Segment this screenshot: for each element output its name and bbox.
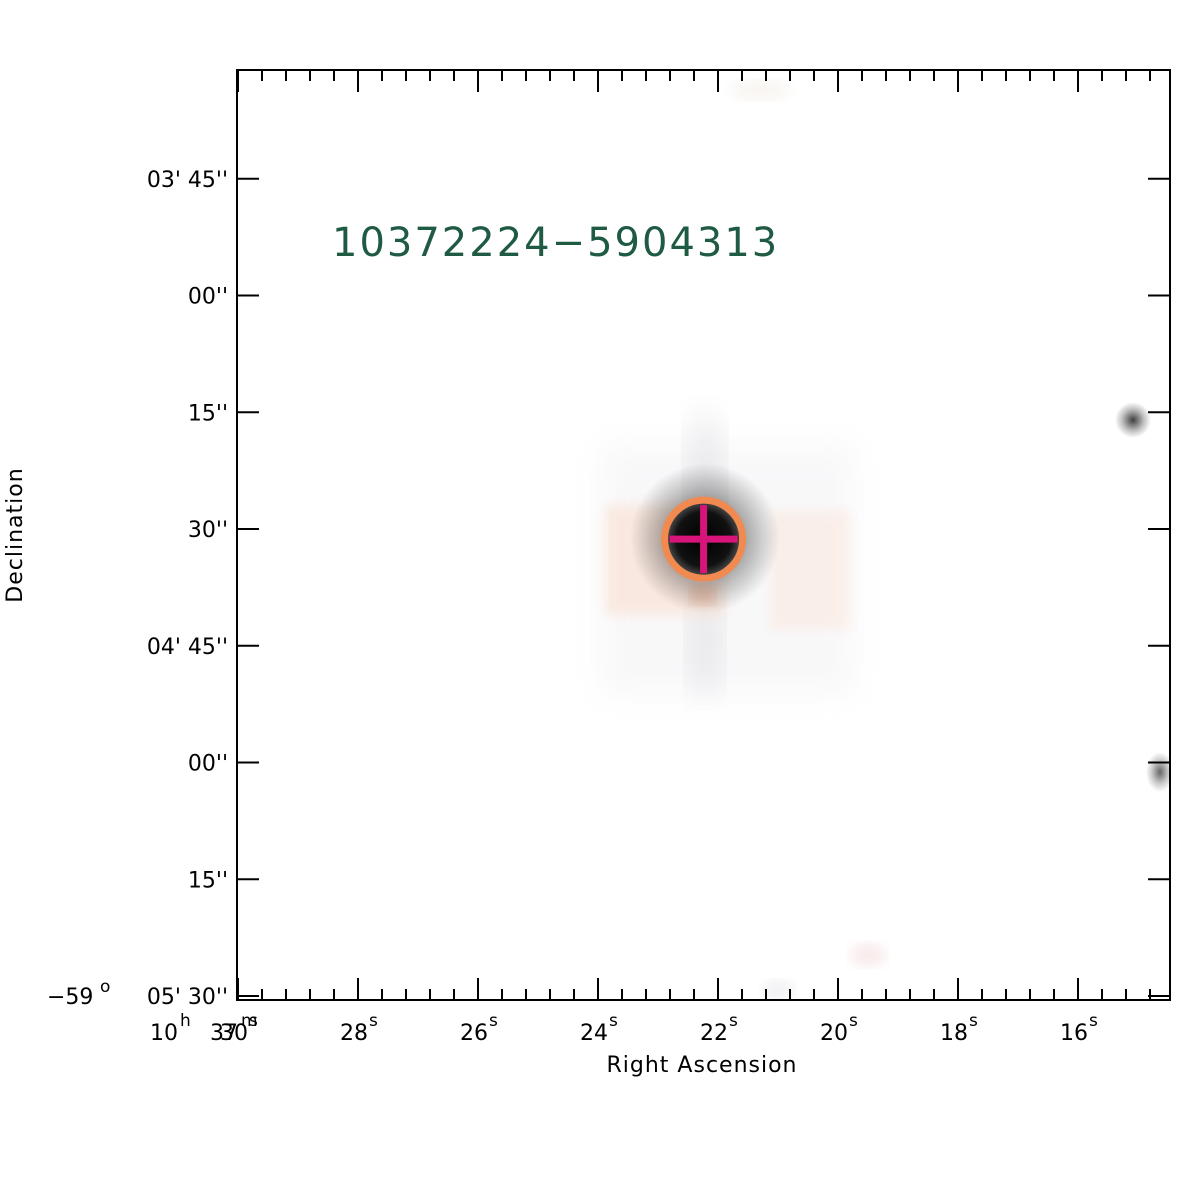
x-tick-unit: s	[489, 1011, 498, 1031]
y-tick-label: 04' 45''	[147, 635, 228, 660]
x-tick-label: 28	[340, 1021, 368, 1046]
y-tick-label: 03' 45''	[147, 168, 228, 193]
x-tick-label-hours: 10	[150, 1021, 178, 1046]
faint-source	[850, 943, 886, 967]
x-tick-unit: s	[609, 1011, 618, 1031]
x-tick-label: 20	[820, 1021, 848, 1046]
faint-source	[1115, 402, 1151, 438]
axes: 10 h 37 m30 s 28 s 26 s 24 s 22 s 20 s 18 s 16 s05' 30''−5…	[47, 70, 1170, 1046]
x-axis-title: Right Ascension	[607, 1053, 798, 1078]
y-axis-title: Declination	[3, 467, 28, 602]
y-tick-unit-degrees: o	[100, 977, 110, 997]
plot-frame	[236, 69, 1171, 1001]
x-tick-label: 22	[700, 1021, 728, 1046]
x-tick-unit: s	[369, 1011, 378, 1031]
x-tick-label: 24	[580, 1021, 608, 1046]
x-tick-unit: s	[249, 1011, 258, 1031]
y-tick-label: 15''	[188, 868, 228, 893]
x-tick-label: 26	[460, 1021, 488, 1046]
x-tick-unit: s	[729, 1011, 738, 1031]
y-tick-label: 00''	[188, 285, 228, 310]
x-tick-unit: s	[849, 1011, 858, 1031]
x-tick-unit-minutes: m	[241, 1011, 258, 1031]
y-tick-label: 30''	[188, 518, 228, 543]
y-tick-label: 00''	[188, 752, 228, 777]
x-tick-label: 30	[220, 1021, 248, 1046]
x-tick-unit: s	[969, 1011, 978, 1031]
sky-image	[237, 70, 1170, 1000]
x-tick-unit-hours: h	[180, 1011, 191, 1031]
y-tick-label: 15''	[188, 401, 228, 426]
x-tick-unit: s	[1089, 1011, 1098, 1031]
x-tick-label-minutes: 37	[210, 1021, 238, 1046]
faint-source	[762, 980, 794, 1000]
x-tick-label: 18	[940, 1021, 968, 1046]
source-label: 10372224−5904313	[332, 220, 779, 266]
y-tick-label: 05' 30''	[147, 985, 228, 1010]
y-tick-label-degrees: −59	[47, 985, 93, 1010]
x-tick-label: 16	[1060, 1021, 1088, 1046]
